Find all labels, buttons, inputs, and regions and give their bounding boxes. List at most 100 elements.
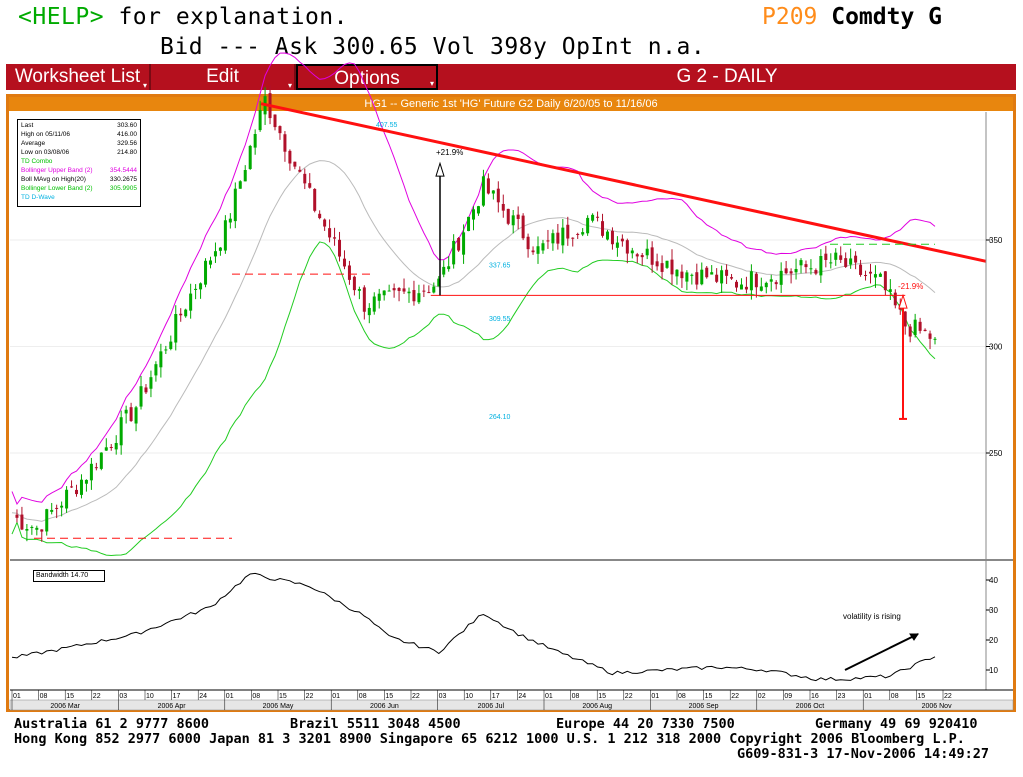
quote-line: Bid --- Ask 300.65 Vol 398y OpInt n.a. (160, 34, 706, 60)
x-tick-label: 22 (93, 693, 101, 700)
dropdown-arrow-icon: ▾ (287, 81, 292, 90)
axes: 350 300 250 40 30 20 10 01 08 15 22 03 10 17 24 01 08 15 2… (9, 112, 1014, 711)
candle-body (104, 447, 108, 451)
candle-body (45, 509, 49, 532)
help-key[interactable]: <HELP> (18, 4, 105, 30)
candle-body (660, 263, 664, 272)
bandwidth-panel: volatility is rising (11, 572, 936, 682)
x-tick-label: 24 (199, 693, 207, 700)
candle-body (829, 262, 833, 264)
candle-body (15, 514, 19, 518)
security-key: G (928, 4, 943, 30)
candle-body (179, 313, 183, 316)
footer-text-4: Hong Kong 852 2977 6000 Japan 81 3 3201 … (14, 731, 965, 747)
candle-body (248, 145, 252, 169)
candle-body (764, 282, 768, 288)
candle-body (640, 255, 644, 258)
candle-body (725, 269, 729, 276)
worksheet-list-label: Worksheet List (14, 66, 141, 87)
candle-body (174, 314, 178, 343)
candle-body (794, 268, 798, 273)
candle-body (730, 277, 734, 279)
x-tick-label: 15 (705, 693, 713, 700)
candle-body (849, 258, 853, 265)
candle-body (467, 216, 471, 232)
info-value: 354.5444 (109, 167, 137, 174)
candle-body (873, 274, 877, 278)
candle-body (799, 260, 803, 266)
candle-body (347, 265, 351, 280)
candle-body (199, 283, 203, 290)
month-label: 2006 Nov (922, 703, 952, 710)
candles (15, 85, 937, 542)
x-tick-label: 01 (651, 693, 659, 700)
x-tick-label: 23 (838, 693, 846, 700)
candle-body (566, 224, 570, 239)
worksheet-list-menu[interactable]: Worksheet List ▾ (6, 64, 151, 90)
candle-body (40, 529, 44, 532)
candle-body (769, 279, 773, 282)
candle-body (208, 260, 212, 265)
candle-body (670, 259, 674, 275)
help-text: for explanation. (104, 4, 348, 30)
x-tick-label: 22 (944, 693, 952, 700)
candle-body (576, 233, 580, 235)
candle-body (273, 114, 277, 128)
candle-body (194, 288, 198, 290)
candle-body (819, 255, 823, 276)
candle-body (387, 290, 391, 292)
x-tick-label: 01 (332, 693, 340, 700)
candle-body (124, 409, 128, 414)
info-value: 416.00 (117, 131, 137, 138)
candle-body (903, 311, 907, 327)
candle-body (99, 452, 103, 469)
candle-body (75, 489, 79, 495)
x-tick-label: 10 (465, 693, 473, 700)
info-label: TD D-Wave (21, 194, 55, 201)
candle-body (784, 268, 788, 274)
info-row: Last 303.60 (21, 121, 137, 130)
month-strip (9, 699, 1014, 711)
candle-body (462, 232, 466, 255)
edit-menu[interactable]: Edit ▾ (151, 64, 296, 90)
candle-body (814, 270, 818, 274)
candle-body (139, 386, 143, 407)
candle-body (883, 271, 887, 291)
y-tick-label: 20 (989, 636, 998, 645)
candle-body (407, 291, 411, 294)
candle-body (486, 178, 490, 194)
candle-body (556, 232, 560, 244)
candle-body (228, 218, 232, 223)
candle-body (318, 213, 322, 219)
candle-body (893, 292, 897, 306)
candle-body (546, 240, 550, 242)
candle-body (323, 219, 327, 227)
x-tick-label: 01 (864, 693, 872, 700)
candle-body (60, 505, 64, 508)
info-label: Low on 03/08/06 (21, 149, 70, 156)
y-tick-label: 350 (989, 236, 1003, 245)
x-tick-label: 22 (731, 693, 739, 700)
info-value: 214.80 (117, 149, 137, 156)
candle-body (839, 255, 843, 260)
candle-body (789, 271, 793, 274)
candle-body (774, 282, 778, 285)
candle-body (605, 231, 609, 240)
candle-body (581, 232, 585, 235)
dropdown-arrow-icon: ▾ (429, 79, 434, 88)
candle-body (377, 293, 381, 301)
candle-body (278, 126, 282, 134)
month-label: 2006 Sep (689, 703, 719, 710)
candle-body (313, 188, 317, 211)
candle-body (754, 273, 758, 288)
candle-body (357, 289, 361, 291)
candle-body (372, 296, 376, 312)
candle-body (164, 349, 168, 351)
edit-label: Edit (206, 66, 239, 87)
candle-body (749, 271, 753, 291)
candle-body (397, 287, 401, 291)
month-label: 2006 Aug (582, 703, 612, 710)
info-row: Bollinger Lower Band (2) 305.9905 (21, 184, 137, 193)
candle-body (596, 216, 600, 218)
